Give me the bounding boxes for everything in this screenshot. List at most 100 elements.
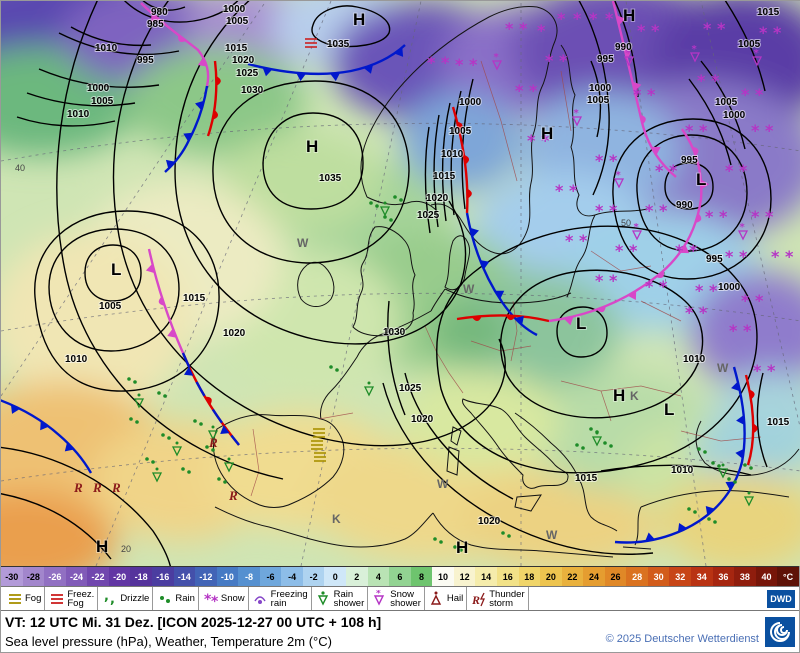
scale-segment: 16 [496,567,519,586]
pressure-label: 1025 [236,68,259,79]
rain-symbol [687,507,697,514]
svg-text:*: * [645,201,654,220]
snow-symbol: * [685,303,694,322]
occ-front [140,2,210,87]
svg-text:*: * [376,590,381,599]
scale-segment: -2 [302,567,325,586]
front-marker [731,381,740,392]
svg-text:R: R [228,488,238,503]
rain-symbol [575,443,585,450]
snow-symbol: * [555,181,564,200]
rain-symbol [603,441,613,448]
rain-symbol [129,417,139,424]
front-marker [624,48,631,59]
scale-segment: 24 [583,567,605,586]
snow-symbol: * [637,21,646,40]
svg-text:*: * [515,81,524,100]
rain-symbol [157,391,167,398]
svg-text:,: , [104,590,109,604]
pressure-label: 1020 [411,414,434,425]
svg-text:*: * [740,222,746,233]
snow-symbol: * [669,161,678,180]
snow-symbol: * [527,131,536,150]
svg-text:*: * [589,9,598,28]
frain-icon [254,595,266,604]
legend-item-snow: * * Snow [199,587,249,610]
snow-symbol: * [579,231,588,250]
ts-symbol: R [111,480,121,495]
graticule-label: 40 [15,163,25,173]
svg-text:*: * [595,201,604,220]
snow-symbol: * [659,277,668,296]
snow-symbol: * [751,207,760,226]
high-center-label: H [456,538,468,557]
front-marker [640,114,646,125]
legend-label: Snow [220,593,245,604]
scale-segment: 40 [755,567,778,586]
front-marker [178,34,187,43]
snow-symbol: * [685,121,694,140]
svg-text:*: * [626,48,632,59]
svg-text:*: * [605,9,614,28]
pressure-label: 990 [676,200,693,211]
scale-segment: 36 [712,567,735,586]
rain-symbol [181,467,191,474]
pressure-label: 1005 [587,95,610,106]
front-marker [736,414,745,425]
front-marker [469,227,479,238]
coastlines [213,6,800,558]
snow-symbol: * [651,21,660,40]
snow-symbol: * [645,201,654,220]
rash-symbol [379,201,391,217]
svg-text:*: * [211,594,219,608]
hail-icon [430,591,442,605]
stationary-front-overlay [181,352,240,446]
front-marker [220,425,230,434]
rain-symbol [393,195,403,202]
front-marker [40,420,49,431]
svg-text:*: * [651,21,660,40]
airmass-label: W [297,236,309,250]
snow-symbol: * [647,85,656,104]
low-center-label: L [696,170,706,189]
snow-symbol: * [705,207,714,226]
front-marker [183,366,194,376]
front-marker [677,522,687,533]
svg-text:*: * [609,151,618,170]
svg-text:*: * [455,55,464,74]
occ-front [147,248,185,354]
pressure-label: 1035 [319,173,342,184]
pressure-label: 1010 [67,109,90,120]
svg-text:*: * [719,207,728,226]
svg-text:*: * [634,222,640,233]
front-marker [467,188,472,199]
scale-segment: -8 [238,567,260,586]
snow-symbol: * [689,241,698,260]
warm-front [206,60,218,137]
svg-text:*: * [595,151,604,170]
legend-item-frain: Freezing rain [249,587,312,610]
scale-segment: 38 [734,567,756,586]
snow-symbol: * [505,19,514,38]
rain-symbol [383,215,393,222]
scale-segment: -20 [108,567,131,586]
svg-text:*: * [559,51,568,70]
ffog-symbol [305,38,317,48]
pressure-label: 1010 [65,354,88,365]
snow-symbol: * [773,23,782,42]
rain-symbol [217,477,227,484]
svg-text:*: * [709,281,718,300]
svg-text:*: * [574,108,580,119]
legend-item-drizzle: ,, Drizzle [98,587,154,610]
svg-text:R: R [208,435,218,450]
pressure-label: 1000 [87,83,110,94]
front-marker [394,47,404,57]
warm-front [451,106,469,214]
front-marker [330,72,341,82]
rain-symbol [205,445,215,452]
rash-symbol [133,393,145,409]
pressure-label: 1005 [99,301,122,312]
pressure-label: 1000 [723,110,746,121]
legend-item-hail: Hail [425,587,468,610]
map-annotations: * * * * * * * * * * * * * * * * * * * * * * * * * * * * * * * * * * * * * * * *… [10,3,794,558]
